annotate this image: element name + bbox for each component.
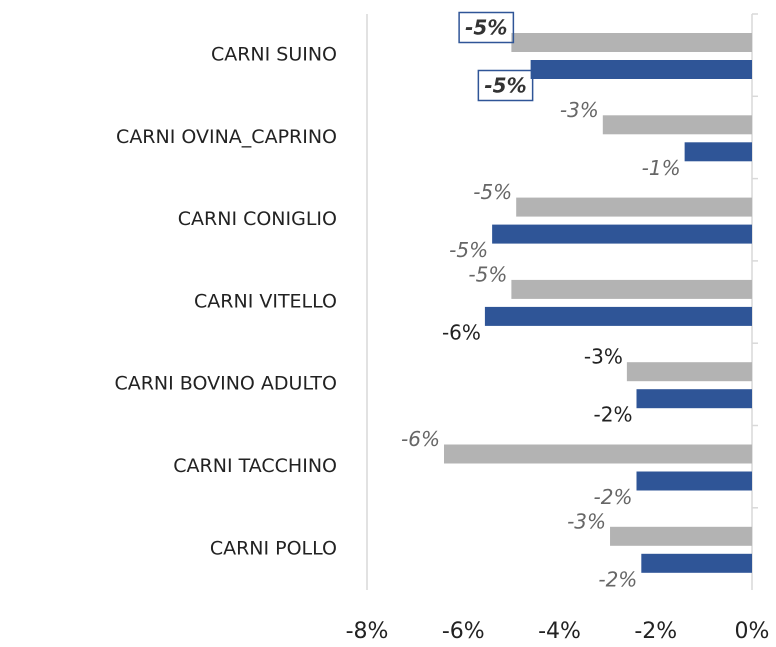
bar: [602, 115, 752, 135]
category-label: CARNI TACCHINO: [173, 455, 337, 477]
value-label: -6%: [442, 320, 481, 344]
value-label: -5%: [465, 16, 507, 40]
category-label: CARNI POLLO: [210, 537, 337, 559]
label-box: [477, 69, 534, 102]
value-label: -5%: [484, 74, 526, 98]
x-tick-label: -4%: [538, 619, 581, 644]
category-label: CARNI VITELLO: [194, 290, 337, 312]
category-label: CARNI CONIGLIO: [178, 208, 337, 230]
value-label: -3%: [560, 98, 599, 122]
bar: [516, 197, 752, 217]
value-label: -2%: [594, 403, 633, 427]
x-tick-label: -2%: [634, 619, 677, 644]
value-label: -6%: [401, 427, 440, 451]
x-tick-label: -6%: [442, 619, 485, 644]
bar: [530, 60, 752, 79]
value-label: -3%: [567, 509, 606, 533]
bar: [641, 553, 752, 573]
value-label: -5%: [473, 180, 512, 204]
value-label: -2%: [598, 567, 637, 591]
value-label: -2%: [594, 485, 633, 509]
bar: [636, 471, 752, 491]
value-label: -3%: [584, 345, 623, 369]
category-label: CARNI BOVINO ADULTO: [114, 373, 337, 395]
x-tick-label: 0%: [735, 619, 770, 644]
bar: [626, 362, 752, 382]
value-label: -1%: [642, 156, 681, 180]
bar: [444, 444, 752, 464]
bar: [511, 33, 752, 52]
category-label: CARNI OVINA_CAPRINO: [116, 126, 337, 148]
label-box: [458, 11, 515, 44]
category-label: CARNI SUINO: [211, 44, 337, 66]
value-label: -5%: [468, 262, 507, 286]
bar: [684, 142, 752, 162]
bar: [511, 279, 752, 299]
value-label: -5%: [449, 238, 488, 262]
bar: [492, 224, 752, 244]
bar: [636, 389, 752, 409]
bar: [610, 526, 752, 546]
x-tick-label: -8%: [346, 619, 389, 644]
bar: [484, 306, 752, 326]
